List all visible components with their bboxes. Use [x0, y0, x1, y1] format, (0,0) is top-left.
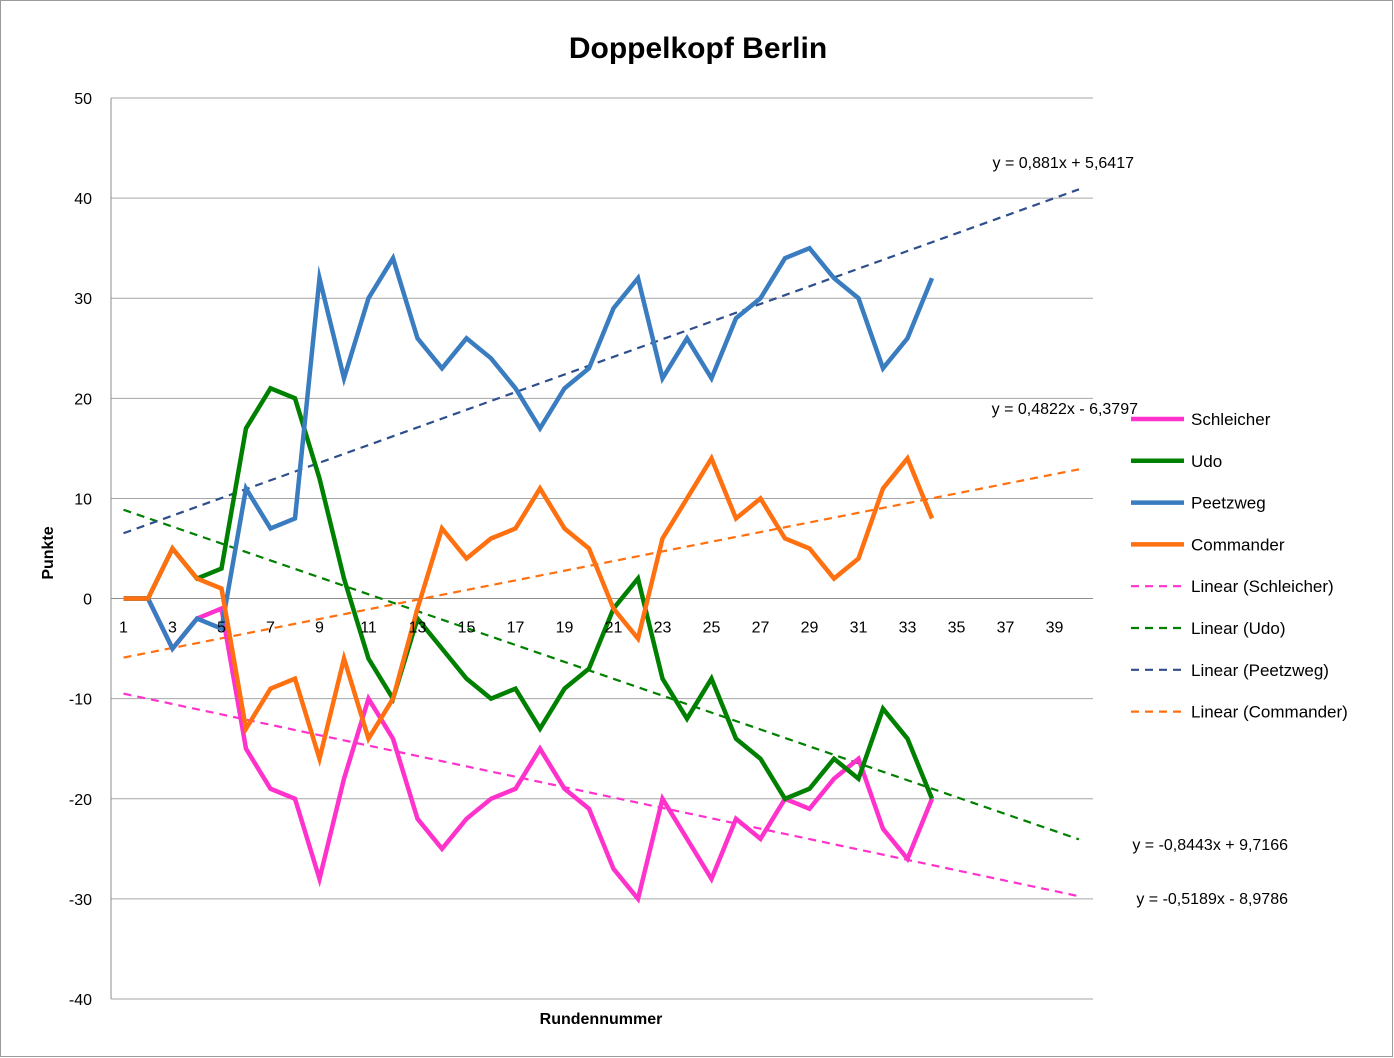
legend-label: Udo — [1191, 452, 1222, 471]
x-tick-label: 11 — [360, 620, 377, 637]
y-tick-label: 10 — [74, 491, 92, 508]
y-tick-label: -40 — [69, 992, 92, 1009]
x-tick-label: 25 — [703, 620, 721, 637]
y-axis-ticks: 50 40 30 20 10 0 -10 -20 -30 -40 — [69, 91, 92, 1009]
x-tick-label: 13 — [409, 620, 427, 637]
legend-item: Linear (Schleicher) — [1131, 577, 1334, 596]
trendline-linear-peetzweg — [123, 188, 1080, 535]
y-tick-label: 30 — [74, 291, 92, 308]
x-axis-label: Rundennummer — [540, 1011, 663, 1028]
series-line-peetzweg — [123, 245, 935, 653]
x-tick-label: 7 — [266, 620, 275, 637]
y-tick-label: -30 — [69, 892, 92, 909]
legend-item: Schleicher — [1131, 410, 1271, 429]
trendline-equation: y = 0,4822x - 6,3797 — [992, 401, 1138, 418]
x-tick-label: 23 — [654, 620, 672, 637]
trendline-equations: y = -0,5189x - 8,9786 y = -0,8443x + 9,71… — [992, 155, 1288, 908]
trendline-equation: y = -0,5189x - 8,9786 — [1136, 891, 1288, 908]
trendline-equation: y = 0,881x + 5,6417 — [993, 155, 1135, 172]
series-line-commander — [123, 453, 935, 768]
data-series — [123, 245, 935, 904]
legend-item: Linear (Udo) — [1131, 619, 1286, 638]
trendline-linear-udo — [123, 508, 1080, 841]
y-tick-label: -20 — [69, 792, 92, 809]
legend-label: Commander — [1191, 535, 1285, 554]
x-tick-label: 37 — [997, 620, 1015, 637]
legend-item: Commander — [1131, 535, 1285, 554]
x-tick-label: 33 — [899, 620, 917, 637]
x-tick-label: 3 — [168, 620, 177, 637]
legend-item: Linear (Peetzweg) — [1131, 661, 1329, 680]
x-tick-label: 21 — [605, 620, 623, 637]
legend-label: Linear (Schleicher) — [1191, 577, 1334, 596]
legend-item: Peetzweg — [1131, 494, 1266, 513]
legend-label: Peetzweg — [1191, 494, 1266, 513]
trendline-equation: y = -0,8443x + 9,7166 — [1132, 837, 1288, 854]
y-tick-label: 0 — [83, 592, 92, 609]
x-tick-label: 35 — [948, 620, 966, 637]
series-line-udo — [123, 385, 935, 802]
gridlines — [111, 97, 1093, 1000]
y-tick-label: 40 — [74, 191, 92, 208]
y-tick-label: 20 — [74, 391, 92, 408]
y-tick-label: -10 — [69, 692, 92, 709]
x-tick-label: 9 — [315, 620, 324, 637]
x-tick-label: 5 — [217, 620, 226, 637]
x-tick-label: 19 — [556, 620, 574, 637]
axes — [110, 98, 1093, 999]
x-tick-label: 15 — [458, 620, 476, 637]
legend: Schleicher Udo Peetzweg Commander Linear (Sc… — [1131, 410, 1348, 722]
legend-label: Schleicher — [1191, 410, 1271, 429]
y-axis-label: Punkte — [40, 526, 57, 579]
x-tick-label: 31 — [850, 620, 868, 637]
legend-item: Udo — [1131, 452, 1222, 471]
chart-title: Doppelkopf Berlin — [569, 32, 827, 65]
legend-label: Linear (Udo) — [1191, 619, 1286, 638]
legend-label: Linear (Peetzweg) — [1191, 661, 1329, 680]
legend-item: Linear (Commander) — [1131, 703, 1348, 722]
y-tick-label: 50 — [74, 91, 92, 108]
x-tick-label: 39 — [1046, 620, 1064, 637]
x-tick-label: 29 — [801, 620, 819, 637]
trendlines — [123, 188, 1080, 898]
x-tick-label: 1 — [119, 620, 128, 637]
x-tick-label: 17 — [507, 620, 525, 637]
trendline-linear-schleicher — [123, 692, 1080, 898]
x-axis-ticks: 1 3 5 7 9 11 13 15 17 19 21 23 25 27 29 31 33 35 37 39 — [119, 620, 1063, 637]
series-line-schleicher — [123, 596, 935, 904]
x-tick-label: 27 — [752, 620, 770, 637]
legend-label: Linear (Commander) — [1191, 703, 1348, 722]
